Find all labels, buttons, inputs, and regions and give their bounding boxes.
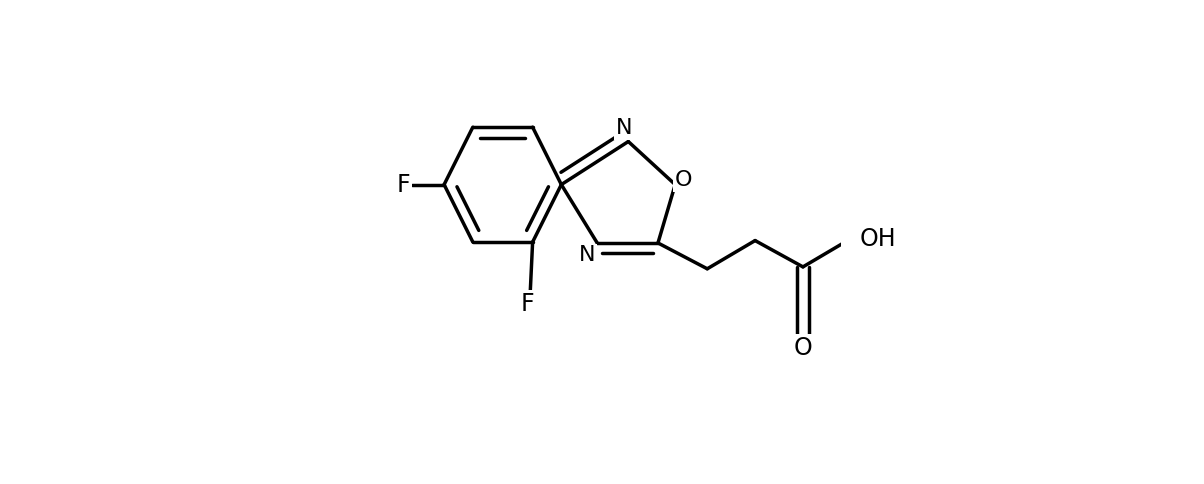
Text: O: O xyxy=(674,170,692,190)
Text: O: O xyxy=(793,336,813,360)
Text: N: N xyxy=(615,118,632,138)
Text: N: N xyxy=(578,245,595,265)
Text: F: F xyxy=(396,173,411,197)
Text: F: F xyxy=(521,292,535,316)
Text: OH: OH xyxy=(860,227,896,251)
